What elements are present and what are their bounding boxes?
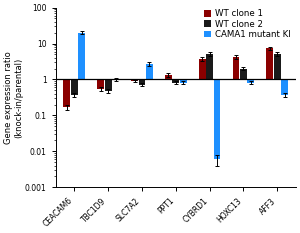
Bar bbox=[172, 79, 179, 82]
Bar bbox=[105, 79, 112, 91]
Bar bbox=[266, 48, 273, 79]
Bar bbox=[199, 59, 206, 79]
Bar bbox=[131, 79, 138, 81]
Bar bbox=[180, 79, 187, 82]
Bar bbox=[206, 54, 213, 79]
Bar bbox=[240, 69, 247, 79]
Bar bbox=[281, 79, 288, 95]
Bar bbox=[146, 64, 153, 79]
Bar bbox=[71, 79, 78, 95]
Bar bbox=[97, 79, 104, 89]
Legend: WT clone 1, WT clone 2, CAMA1 mutant KI: WT clone 1, WT clone 2, CAMA1 mutant KI bbox=[203, 8, 292, 40]
Y-axis label: Gene expression ratio
(knock-in/parental): Gene expression ratio (knock-in/parental… bbox=[4, 51, 24, 144]
Bar bbox=[165, 75, 172, 79]
Bar bbox=[232, 57, 239, 79]
Bar bbox=[64, 79, 70, 107]
Bar bbox=[78, 33, 85, 79]
Bar bbox=[248, 79, 254, 82]
Bar bbox=[139, 79, 145, 85]
Bar bbox=[274, 54, 281, 79]
Bar bbox=[214, 79, 220, 159]
